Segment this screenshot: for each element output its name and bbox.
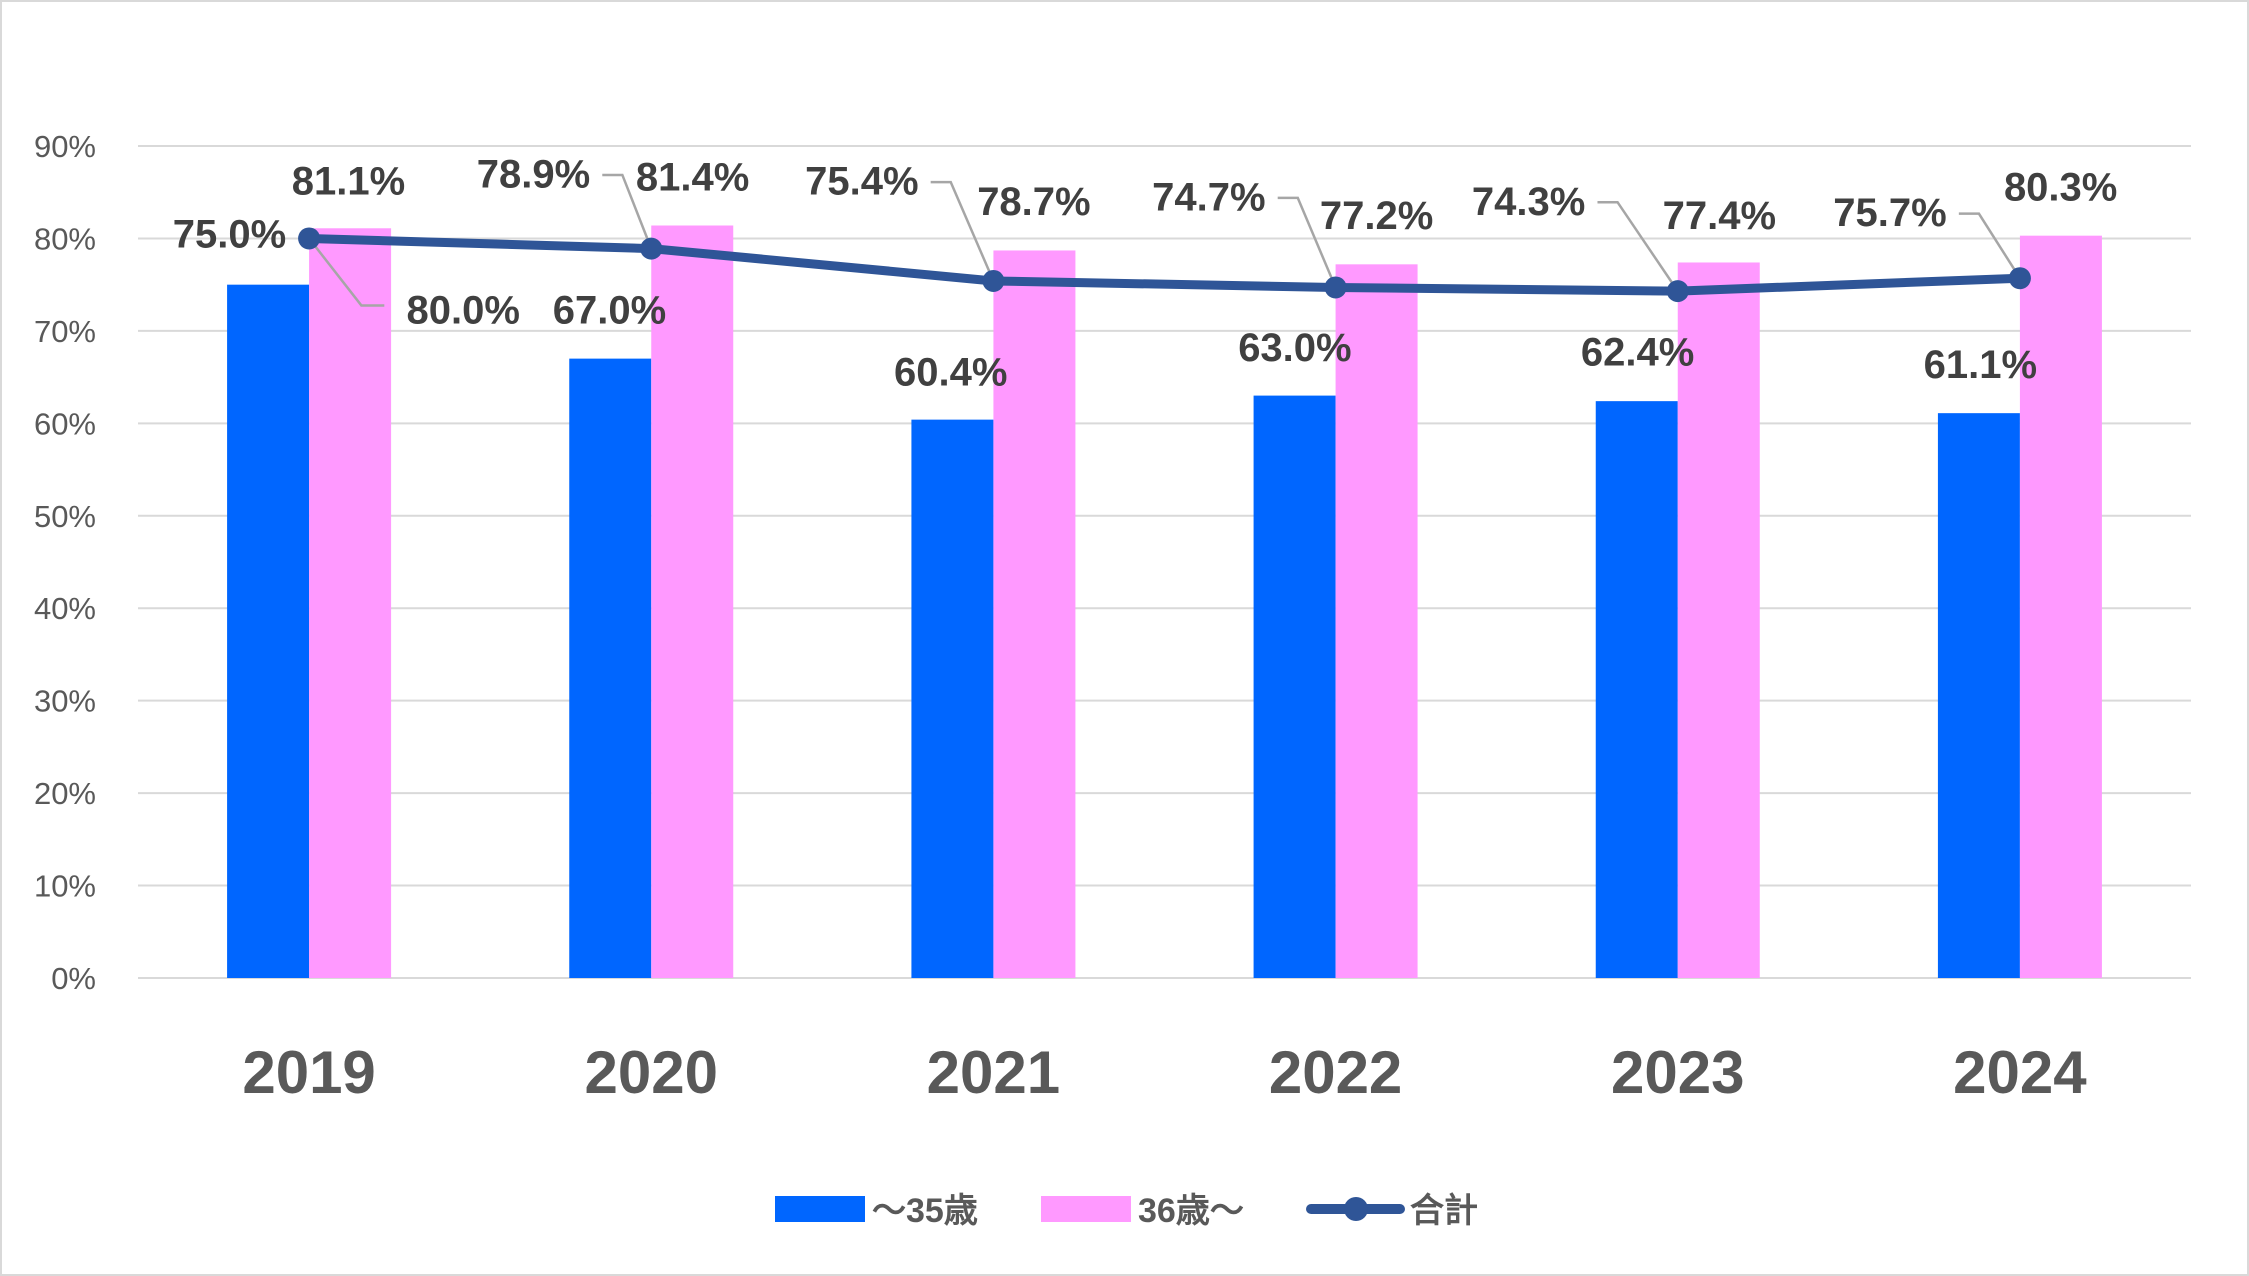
leader-line <box>1277 196 1337 288</box>
y-tick-label: 60% <box>34 406 96 441</box>
data-label-36-plus: 81.4% <box>636 155 749 199</box>
data-label-36-plus: 81.1% <box>292 160 405 204</box>
leader-line <box>308 237 385 307</box>
data-label-36-plus: 80.3% <box>2004 165 2117 209</box>
x-tick-label: 2022 <box>1269 1039 1402 1106</box>
legend-label-under-35: ～35歳 <box>872 1192 978 1230</box>
bar-under-35 <box>1937 413 2020 979</box>
bar-36-plus <box>993 250 1076 978</box>
data-label-36-plus: 77.2% <box>1320 194 1433 238</box>
legend-swatch-36-plus <box>1041 1196 1131 1222</box>
y-tick-label: 10% <box>34 869 96 904</box>
legend-label-total: 合計 <box>1410 1192 1478 1230</box>
data-label-under-35: 75.0% <box>173 213 286 257</box>
x-tick-label: 2020 <box>585 1039 718 1106</box>
y-tick-label: 30% <box>34 684 96 719</box>
leader-line <box>930 180 995 282</box>
bar-under-35 <box>569 358 652 979</box>
total-marker <box>1324 276 1347 299</box>
legend-swatch-under-35 <box>775 1196 865 1222</box>
legend-label-36-plus: 36歳～ <box>1138 1192 1244 1230</box>
leader-line <box>602 173 653 250</box>
y-tick-label: 0% <box>51 961 96 996</box>
total-line <box>308 233 2021 296</box>
data-label-36-plus: 78.7% <box>977 180 1090 224</box>
data-label-total: 74.7% <box>1152 175 1265 219</box>
bar-36-plus <box>1677 262 1760 979</box>
bar-under-35 <box>227 284 310 979</box>
total-marker <box>1666 280 1689 303</box>
x-tick-label: 2021 <box>927 1039 1060 1106</box>
bar-36-plus <box>651 225 734 979</box>
leader-line <box>1958 212 2021 279</box>
data-label-under-35: 62.4% <box>1581 330 1694 374</box>
total-marker <box>982 269 1005 292</box>
bar-36-plus <box>2019 235 2102 978</box>
total-marker <box>298 227 321 250</box>
data-label-total: 74.3% <box>1472 180 1585 224</box>
bar-36-plus <box>309 228 392 978</box>
data-label-under-35: 63.0% <box>1238 326 1351 370</box>
leader-line <box>1597 200 1679 292</box>
legend-marker-total <box>1344 1197 1368 1221</box>
bar-under-35 <box>1253 395 1336 979</box>
y-tick-label: 40% <box>34 591 96 626</box>
y-tick-label: 70% <box>34 314 96 349</box>
x-tick-label: 2019 <box>242 1039 375 1106</box>
x-tick-label: 2024 <box>1953 1039 2087 1106</box>
data-label-under-35: 61.1% <box>1924 343 2037 387</box>
data-label-under-35: 67.0% <box>553 289 666 333</box>
x-tick-label: 2023 <box>1611 1039 1744 1106</box>
y-tick-label: 80% <box>34 221 96 256</box>
data-label-total: 75.7% <box>1833 191 1946 235</box>
data-label-36-plus: 77.4% <box>1663 194 1776 238</box>
y-tick-label: 90% <box>34 129 96 164</box>
bar-under-35 <box>911 419 994 978</box>
data-label-total: 78.9% <box>477 153 590 197</box>
data-label-total: 75.4% <box>805 160 918 204</box>
y-tick-label: 20% <box>34 776 96 811</box>
data-label-under-35: 60.4% <box>894 350 1007 394</box>
total-marker <box>640 237 663 260</box>
data-label-total: 80.0% <box>406 289 519 333</box>
total-marker <box>2008 267 2031 290</box>
bar-36-plus <box>1335 264 1418 979</box>
y-tick-label: 50% <box>34 499 96 534</box>
bar-under-35 <box>1595 401 1678 978</box>
